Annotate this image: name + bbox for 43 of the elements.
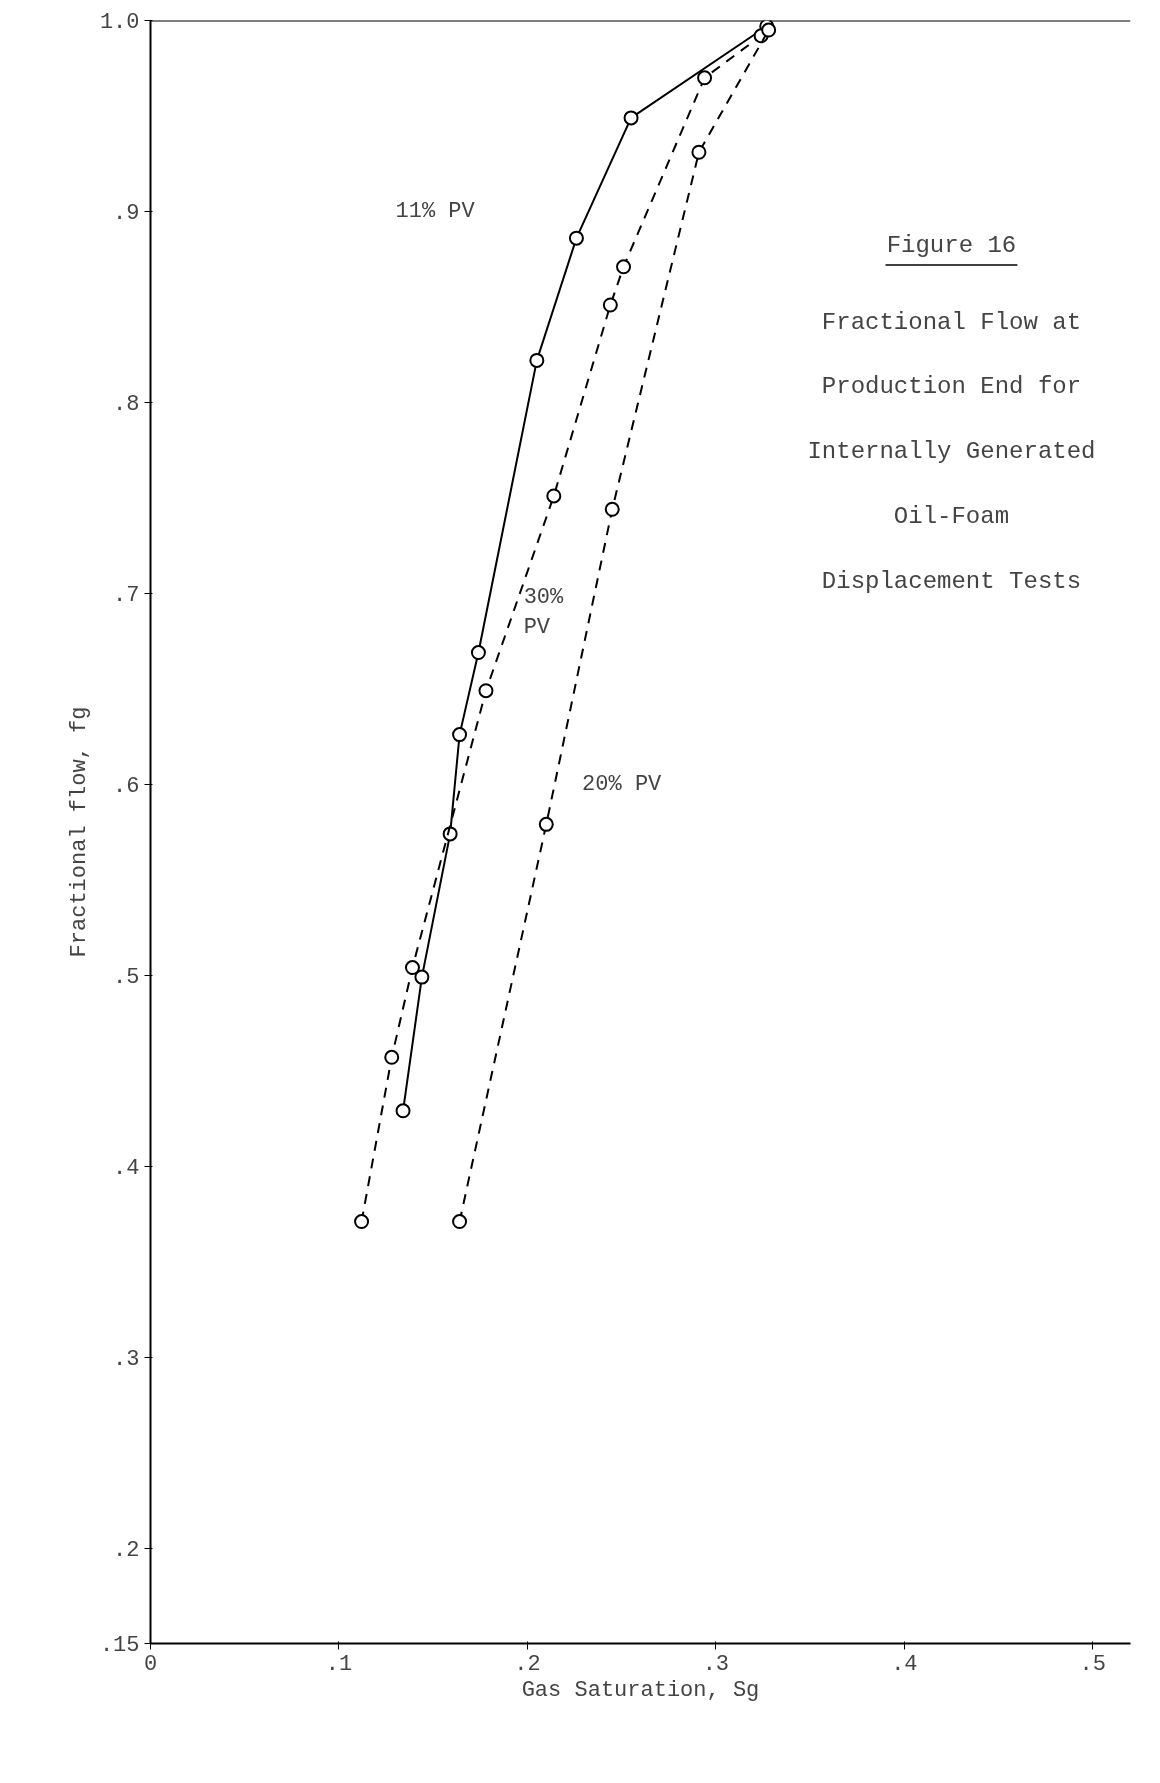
y-tick-label: .6 [113,773,140,799]
point [546,488,562,504]
x-tick-label: 0 [143,1651,158,1677]
point [478,683,494,699]
annotation: 30% PV [523,584,565,640]
x-tick-label: .5 [1079,1651,1107,1677]
point [602,297,618,313]
point [395,1103,411,1119]
annotation: 11% PV [395,198,476,224]
y-tick-label: .7 [113,582,140,608]
point [354,1214,370,1230]
point [761,22,777,38]
point [616,259,632,275]
y-tick-label: .2 [113,1537,140,1563]
y-tick-label: .15 [99,1633,140,1658]
y-axis-title: Fractional flow, fg [66,706,92,958]
point [568,230,584,246]
point [452,1214,468,1230]
point [604,501,620,517]
point [452,727,468,743]
x-tick-label: .1 [325,1651,353,1677]
point [414,969,430,985]
point [384,1049,400,1065]
x-axis-title: Gas Saturation, Sg [521,1677,760,1703]
y-tick-label: .9 [113,200,140,226]
y-tick-label: .4 [113,1155,140,1181]
point [623,110,639,126]
y-tick-label: .3 [113,1346,140,1372]
text: Figure 16 [886,232,1017,260]
y-tick-label: 1.0 [99,10,140,35]
point [529,352,545,368]
x-tick-label: .2 [514,1651,541,1677]
point [697,70,713,86]
y-tick-label: .8 [113,391,140,417]
point [404,960,420,976]
y-tick-label: .5 [113,964,140,990]
point [538,816,554,832]
annotation: 20% PV [582,771,663,797]
point [691,144,707,160]
x-tick-label: .3 [702,1651,730,1677]
text: Fractional Flow at Production End for Internally Generated Oil-Foam Displacement Tests [807,308,1096,596]
x-tick-label: .4 [891,1651,918,1677]
point [470,645,486,660]
